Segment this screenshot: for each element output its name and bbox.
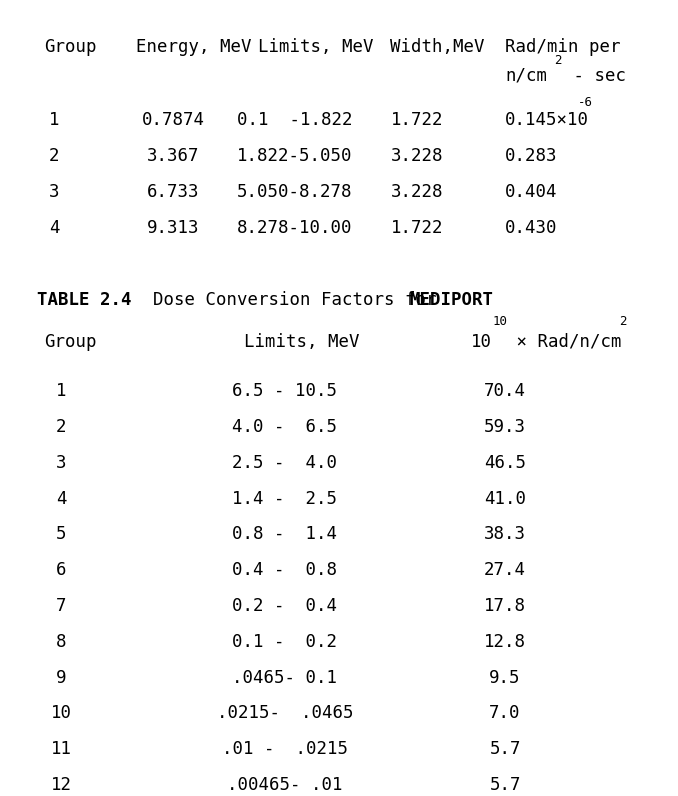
- Text: n/cm: n/cm: [505, 67, 547, 85]
- Text: MEDIPORT: MEDIPORT: [409, 291, 493, 309]
- Text: 1: 1: [56, 382, 66, 400]
- Text: .0465- 0.1: .0465- 0.1: [233, 669, 337, 687]
- Text: 2: 2: [619, 315, 626, 328]
- Text: 0.1 -  0.2: 0.1 - 0.2: [233, 633, 337, 651]
- Text: 2: 2: [555, 54, 562, 67]
- Text: -6: -6: [578, 96, 593, 108]
- Text: 41.0: 41.0: [484, 490, 526, 508]
- Text: 3.228: 3.228: [391, 147, 443, 166]
- Text: 1: 1: [49, 111, 60, 130]
- Text: 0.8 -  1.4: 0.8 - 1.4: [233, 525, 337, 544]
- Text: 0.2 -  0.4: 0.2 - 0.4: [233, 597, 337, 615]
- Text: 17.8: 17.8: [484, 597, 526, 615]
- Text: .00465- .01: .00465- .01: [227, 776, 342, 794]
- Text: 11: 11: [51, 740, 71, 759]
- Text: 3: 3: [49, 183, 60, 201]
- Text: .01 -  .0215: .01 - .0215: [222, 740, 348, 759]
- Text: 3.228: 3.228: [391, 183, 443, 201]
- Text: 0.404: 0.404: [505, 183, 557, 201]
- Text: × Rad/n/cm: × Rad/n/cm: [506, 333, 622, 351]
- Text: 1.4 -  2.5: 1.4 - 2.5: [233, 490, 337, 508]
- Text: 6.5 - 10.5: 6.5 - 10.5: [233, 382, 337, 400]
- Text: 0.430: 0.430: [505, 219, 557, 237]
- Text: 6: 6: [56, 561, 66, 579]
- Text: 4: 4: [56, 490, 66, 508]
- Text: Width,MeV: Width,MeV: [390, 38, 484, 57]
- Text: 46.5: 46.5: [484, 454, 526, 472]
- Text: - sec: - sec: [563, 67, 626, 85]
- Text: 7.0: 7.0: [490, 704, 521, 723]
- Text: 5: 5: [56, 525, 66, 544]
- Text: 4.0 -  6.5: 4.0 - 6.5: [233, 418, 337, 436]
- Text: 2: 2: [56, 418, 66, 436]
- Text: 38.3: 38.3: [484, 525, 526, 544]
- Text: 10: 10: [492, 315, 507, 328]
- Text: 2.5 -  4.0: 2.5 - 4.0: [233, 454, 337, 472]
- Text: 8: 8: [56, 633, 66, 651]
- Text: 7: 7: [56, 597, 66, 615]
- Text: 9.313: 9.313: [146, 219, 199, 237]
- Text: Energy, MeV: Energy, MeV: [136, 38, 251, 57]
- Text: 12: 12: [51, 776, 71, 794]
- Text: 1.722: 1.722: [391, 219, 443, 237]
- Text: Rad/min per: Rad/min per: [505, 38, 620, 57]
- Text: Dose Conversion Factors for: Dose Conversion Factors for: [132, 291, 447, 309]
- Text: 1.822-5.050: 1.822-5.050: [237, 147, 353, 166]
- Text: 0.145×10: 0.145×10: [505, 111, 589, 130]
- Text: TABLE 2.4: TABLE 2.4: [37, 291, 132, 309]
- Text: 0.1  -1.822: 0.1 -1.822: [237, 111, 353, 130]
- Text: 5.050-8.278: 5.050-8.278: [237, 183, 353, 201]
- Text: .0215-  .0465: .0215- .0465: [216, 704, 353, 723]
- Text: 70.4: 70.4: [484, 382, 526, 400]
- Text: 1.722: 1.722: [391, 111, 443, 130]
- Text: 2: 2: [49, 147, 60, 166]
- Text: 0.4 -  0.8: 0.4 - 0.8: [233, 561, 337, 579]
- Text: 5.7: 5.7: [490, 776, 521, 794]
- Text: Limits, MeV: Limits, MeV: [244, 333, 359, 351]
- Text: 9.5: 9.5: [490, 669, 521, 687]
- Text: 10: 10: [471, 333, 492, 351]
- Text: 27.4: 27.4: [484, 561, 526, 579]
- Text: 4: 4: [49, 219, 60, 237]
- Text: Limits, MeV: Limits, MeV: [258, 38, 373, 57]
- Text: 0.7874: 0.7874: [142, 111, 204, 130]
- Text: 0.283: 0.283: [505, 147, 557, 166]
- Text: 9: 9: [56, 669, 66, 687]
- Text: Group: Group: [44, 333, 96, 351]
- Text: 10: 10: [51, 704, 71, 723]
- Text: 5.7: 5.7: [490, 740, 521, 759]
- Text: 12.8: 12.8: [484, 633, 526, 651]
- Text: 3: 3: [56, 454, 66, 472]
- Text: 59.3: 59.3: [484, 418, 526, 436]
- Text: 8.278-10.00: 8.278-10.00: [237, 219, 353, 237]
- Text: 3.367: 3.367: [146, 147, 199, 166]
- Text: 6.733: 6.733: [146, 183, 199, 201]
- Text: Group: Group: [44, 38, 96, 57]
